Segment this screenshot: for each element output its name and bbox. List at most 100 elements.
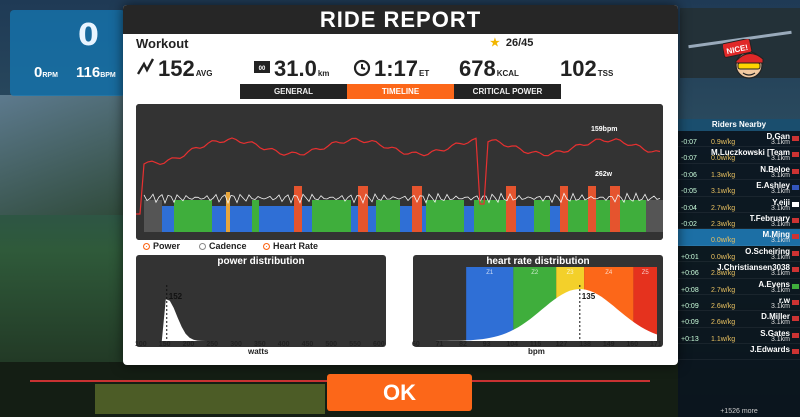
flag-icon (792, 349, 799, 355)
distribution-histogram (419, 289, 657, 341)
rider-wkg: 0.9w/kg (711, 139, 736, 146)
rider-row[interactable]: E.Ashley -0:05 3.1w/kg 3.1km (678, 180, 800, 197)
timeline-power-bar (312, 200, 351, 232)
timeline-cadence-line (143, 192, 661, 205)
rider-gap: +0:09 (681, 302, 699, 310)
rider-name: N.Beloe (760, 164, 790, 174)
timeline-power-bar (516, 206, 534, 232)
timeline-power-bar (162, 206, 174, 232)
tab-general[interactable]: GENERAL (240, 84, 347, 99)
rider-row[interactable]: M.Luczkowski [Team -0:07 0.0w/kg 3.1km (678, 147, 800, 164)
tick-label: 400 (277, 341, 290, 348)
rider-distance: 3.1km (770, 302, 790, 310)
flag-icon (792, 332, 799, 338)
power-peak-label: 262w (595, 171, 613, 178)
timeline-power-bar (400, 206, 412, 232)
scenery (0, 95, 130, 215)
rider-row[interactable]: N.Beloe -0:06 1.3w/kg 3.1km (678, 164, 800, 181)
tick-label: 200 (182, 341, 195, 348)
tick-label: 171 (650, 341, 662, 348)
legend-cadence-toggle[interactable]: Cadence (199, 241, 247, 251)
rider-row[interactable]: A.Evens +0:08 2.7w/kg 3.1km (678, 279, 800, 295)
power-dist-title: power distribution (217, 256, 305, 267)
flag-icon (792, 316, 799, 322)
distance-unit: km (317, 69, 330, 78)
hr-zone-label: Z4 (605, 270, 613, 276)
rider-row[interactable]: T.February -0:02 2.3w/kg 3.1km (678, 213, 800, 230)
rider-distance: 3.1km (770, 155, 790, 163)
legend-power-toggle[interactable]: Power (143, 241, 180, 251)
rider-wkg: 2.7w/kg (711, 204, 736, 212)
distribution-marker-label: 135 (582, 292, 596, 301)
rider-wkg: 2.3w/kg (711, 220, 736, 228)
hr-peak-label: 159bpm (591, 126, 617, 133)
rider-gap: +0:08 (681, 286, 699, 294)
tick-label: 138 (579, 341, 591, 348)
timeline-power-bar (596, 200, 610, 232)
rider-distance: 3.1km (770, 139, 790, 146)
tick-label: 93 (482, 341, 491, 348)
hr-zone-label: Z5 (642, 270, 650, 276)
rider-name: O.Scheiring (745, 246, 790, 256)
tick-label: 127 (555, 341, 568, 348)
ride-report-modal: RIDE REPORT Workout ★ 26/45 152AVG 00 31.0… (123, 5, 764, 365)
rider-gap: -0:04 (681, 204, 697, 212)
rider-gap: -0:06 (681, 171, 697, 179)
flag-icon (792, 152, 799, 158)
power-dist-xlabel: watts (248, 347, 269, 356)
clock-icon (353, 59, 371, 77)
tick-label: 71 (435, 341, 444, 348)
rider-gap: -0:07 (681, 139, 697, 146)
timeline-power-bar (412, 186, 422, 232)
rider-row[interactable]: O.Scheiring +0:01 0.0w/kg 3.1km (678, 246, 800, 263)
nice-badge-icon: NICE! (723, 39, 764, 79)
rider-row[interactable]: r.w +0:09 2.6w/kg 3.1km (678, 295, 800, 312)
riders-nearby-title: Riders Nearby (678, 119, 800, 131)
timeline-power-bar (568, 200, 588, 232)
stat-power: 152AVG (137, 56, 212, 82)
tab-timeline[interactable]: TIMELINE (347, 84, 454, 99)
hr-dist-title: heart rate distribution (486, 256, 590, 267)
rider-wkg: 2.7w/kg (711, 286, 736, 294)
rider-row[interactable]: S.Gates +0:13 1.1w/kg 3.1km (678, 328, 800, 345)
ok-button[interactable]: OK (327, 374, 472, 411)
rider-name: M.Ming (762, 230, 790, 240)
rider-wkg: 0.0w/kg (711, 253, 736, 261)
timeline-power-bar (620, 200, 646, 232)
timeline-heart-rate-line (136, 137, 661, 215)
flag-icon (792, 136, 799, 141)
report-tabs: GENERAL TIMELINE CRITICAL POWER (240, 84, 561, 99)
hr-zone-band (633, 267, 657, 341)
timeline-power-bar (226, 192, 230, 232)
legend-heart-rate-toggle[interactable]: Heart Rate (263, 241, 318, 251)
rider-row[interactable]: J.Christiansen3038 +0:06 2.8w/kg 3.1km (678, 262, 800, 279)
tick-label: 100 (135, 341, 147, 348)
rider-distance: 3.1km (770, 335, 790, 343)
power-value: 152 (158, 56, 195, 81)
timeline-power-bar (368, 206, 376, 232)
rider-row[interactable]: D.Gan -0:07 0.9w/kg 3.1km (678, 131, 800, 148)
rider-row[interactable]: J.Edwards (678, 344, 800, 361)
stars-value: 26/45 (505, 37, 534, 49)
power-icon (137, 58, 155, 75)
tick-label: 82 (459, 341, 467, 348)
rider-row[interactable]: Y.eiji -0:04 2.7w/kg 3.1km (678, 197, 800, 213)
rider-wkg: 0.0w/kg (711, 237, 736, 245)
radio-heart-rate[interactable] (263, 243, 270, 251)
modal-title: RIDE REPORT (123, 5, 678, 34)
timeline-power-bar (144, 200, 162, 232)
rider-row[interactable]: M.Ming 0.0w/kg 3.1km (678, 229, 800, 246)
stat-tss: 102TSS (560, 56, 613, 82)
rider-wkg: 2.6w/kg (711, 319, 736, 327)
timeline-power-bar (351, 206, 358, 232)
rider-distance: 3.1km (770, 220, 790, 228)
rider-name: M.Luczkowski [Team (711, 148, 790, 158)
rider-row[interactable]: D.Miller +0:09 2.6w/kg 3.1km (678, 311, 800, 328)
flag-icon (792, 299, 799, 305)
radio-power[interactable] (143, 243, 150, 251)
flag-icon (792, 185, 799, 191)
timeline-power-bar (358, 186, 368, 232)
radio-cadence[interactable] (199, 243, 206, 251)
tab-critical-power[interactable]: CRITICAL POWER (454, 84, 561, 99)
power-distribution-chart: power distribution 152 (136, 255, 386, 347)
